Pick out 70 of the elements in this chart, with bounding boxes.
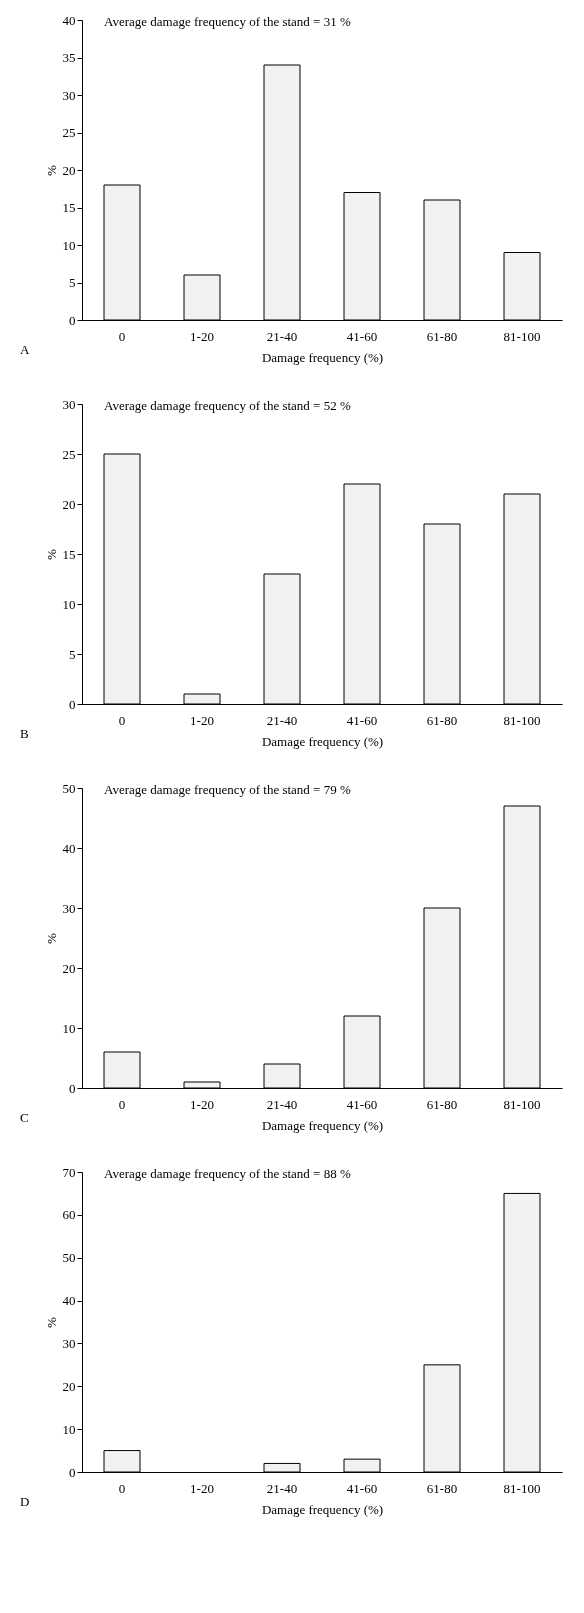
y-tick-label: 70 <box>62 1164 76 1180</box>
annotation: Average damage frequency of the stand = 88 % <box>104 1166 351 1181</box>
x-axis-title: Damage frequency (%) <box>261 1117 384 1133</box>
y-axis-title: % <box>43 932 59 944</box>
x-tick-label: 81-100 <box>503 1096 541 1112</box>
y-tick-label: 30 <box>62 900 76 916</box>
x-tick-label: 81-100 <box>503 1480 541 1496</box>
text: A <box>20 342 30 357</box>
y-tick-label: 50 <box>62 780 76 796</box>
y-tick-label: 35 <box>62 50 76 65</box>
y-axis-title: % <box>43 164 59 176</box>
y-tick-label: 20 <box>62 960 76 976</box>
x-tick-label: 0 <box>118 712 126 728</box>
y-tick-label: 5 <box>69 646 76 662</box>
x-axis-title: Damage frequency (%) <box>261 1501 384 1517</box>
y-tick-label: 40 <box>62 1293 76 1309</box>
x-axis-title: Damage frequency (%) <box>261 733 384 749</box>
y-axis-title: % <box>43 1316 59 1328</box>
x-tick-label: 41-60 <box>346 328 378 344</box>
x-axis-title: Damage frequency (%) <box>261 349 384 365</box>
y-tick-label: 10 <box>62 1020 76 1036</box>
y-tick-label: 30 <box>62 87 76 103</box>
y-axis-title: % <box>43 548 59 560</box>
x-tick-label: 21-40 <box>266 1096 298 1112</box>
x-tick-label: 21-40 <box>266 1480 298 1496</box>
y-tick-label: 20 <box>62 162 76 178</box>
text: C <box>20 1110 29 1125</box>
y-tick-label: 20 <box>62 1378 76 1394</box>
x-tick-label: 1-20 <box>190 328 214 344</box>
x-tick-label: 41-60 <box>346 712 378 728</box>
text: B <box>20 726 29 741</box>
y-tick-label: 60 <box>62 1207 76 1223</box>
y-tick-label: 40 <box>62 12 76 28</box>
x-tick-label: 41-60 <box>346 1480 378 1496</box>
annotation: Average damage frequency of the stand = 31 % <box>104 14 351 29</box>
x-tick-label: 1-20 <box>190 712 214 728</box>
x-tick-label: 61-80 <box>426 1096 458 1112</box>
y-tick-label: 50 <box>62 1250 76 1266</box>
x-tick-label: 61-80 <box>426 712 458 728</box>
y-tick-label: 25 <box>62 125 76 140</box>
x-tick-label: 61-80 <box>426 328 458 344</box>
x-tick-label: 1-20 <box>190 1480 214 1496</box>
y-tick-label: 30 <box>62 396 76 412</box>
y-tick-label: 40 <box>62 840 76 856</box>
x-tick-label: 61-80 <box>426 1480 458 1496</box>
y-tick-label: 0 <box>69 312 76 328</box>
text: D <box>20 1494 30 1509</box>
y-tick-label: 0 <box>69 696 76 712</box>
x-tick-label: 0 <box>118 328 126 344</box>
x-tick-label: 21-40 <box>266 328 298 344</box>
y-tick-label: 25 <box>62 446 76 462</box>
y-tick-label: 15 <box>62 546 76 562</box>
x-tick-label: 1-20 <box>190 1096 214 1112</box>
y-tick-label: 5 <box>69 275 76 290</box>
annotation: Average damage frequency of the stand = 52 % <box>104 398 351 413</box>
x-tick-label: 0 <box>118 1480 126 1496</box>
x-tick-label: 41-60 <box>346 1096 378 1112</box>
x-tick-label: 21-40 <box>266 712 298 728</box>
y-tick-label: 30 <box>62 1335 76 1351</box>
x-tick-label: 81-100 <box>503 328 541 344</box>
annotation: Average damage frequency of the stand = 79 % <box>104 782 351 797</box>
y-tick-label: 20 <box>62 496 76 512</box>
y-tick-label: 15 <box>62 200 76 215</box>
x-tick-label: 81-100 <box>503 712 541 728</box>
y-tick-label: 0 <box>69 1464 76 1480</box>
y-tick-label: 10 <box>62 1421 76 1437</box>
x-tick-label: 0 <box>118 1096 126 1112</box>
y-tick-label: 0 <box>69 1080 76 1096</box>
y-tick-label: 10 <box>62 596 76 612</box>
y-tick-label: 10 <box>62 237 76 253</box>
